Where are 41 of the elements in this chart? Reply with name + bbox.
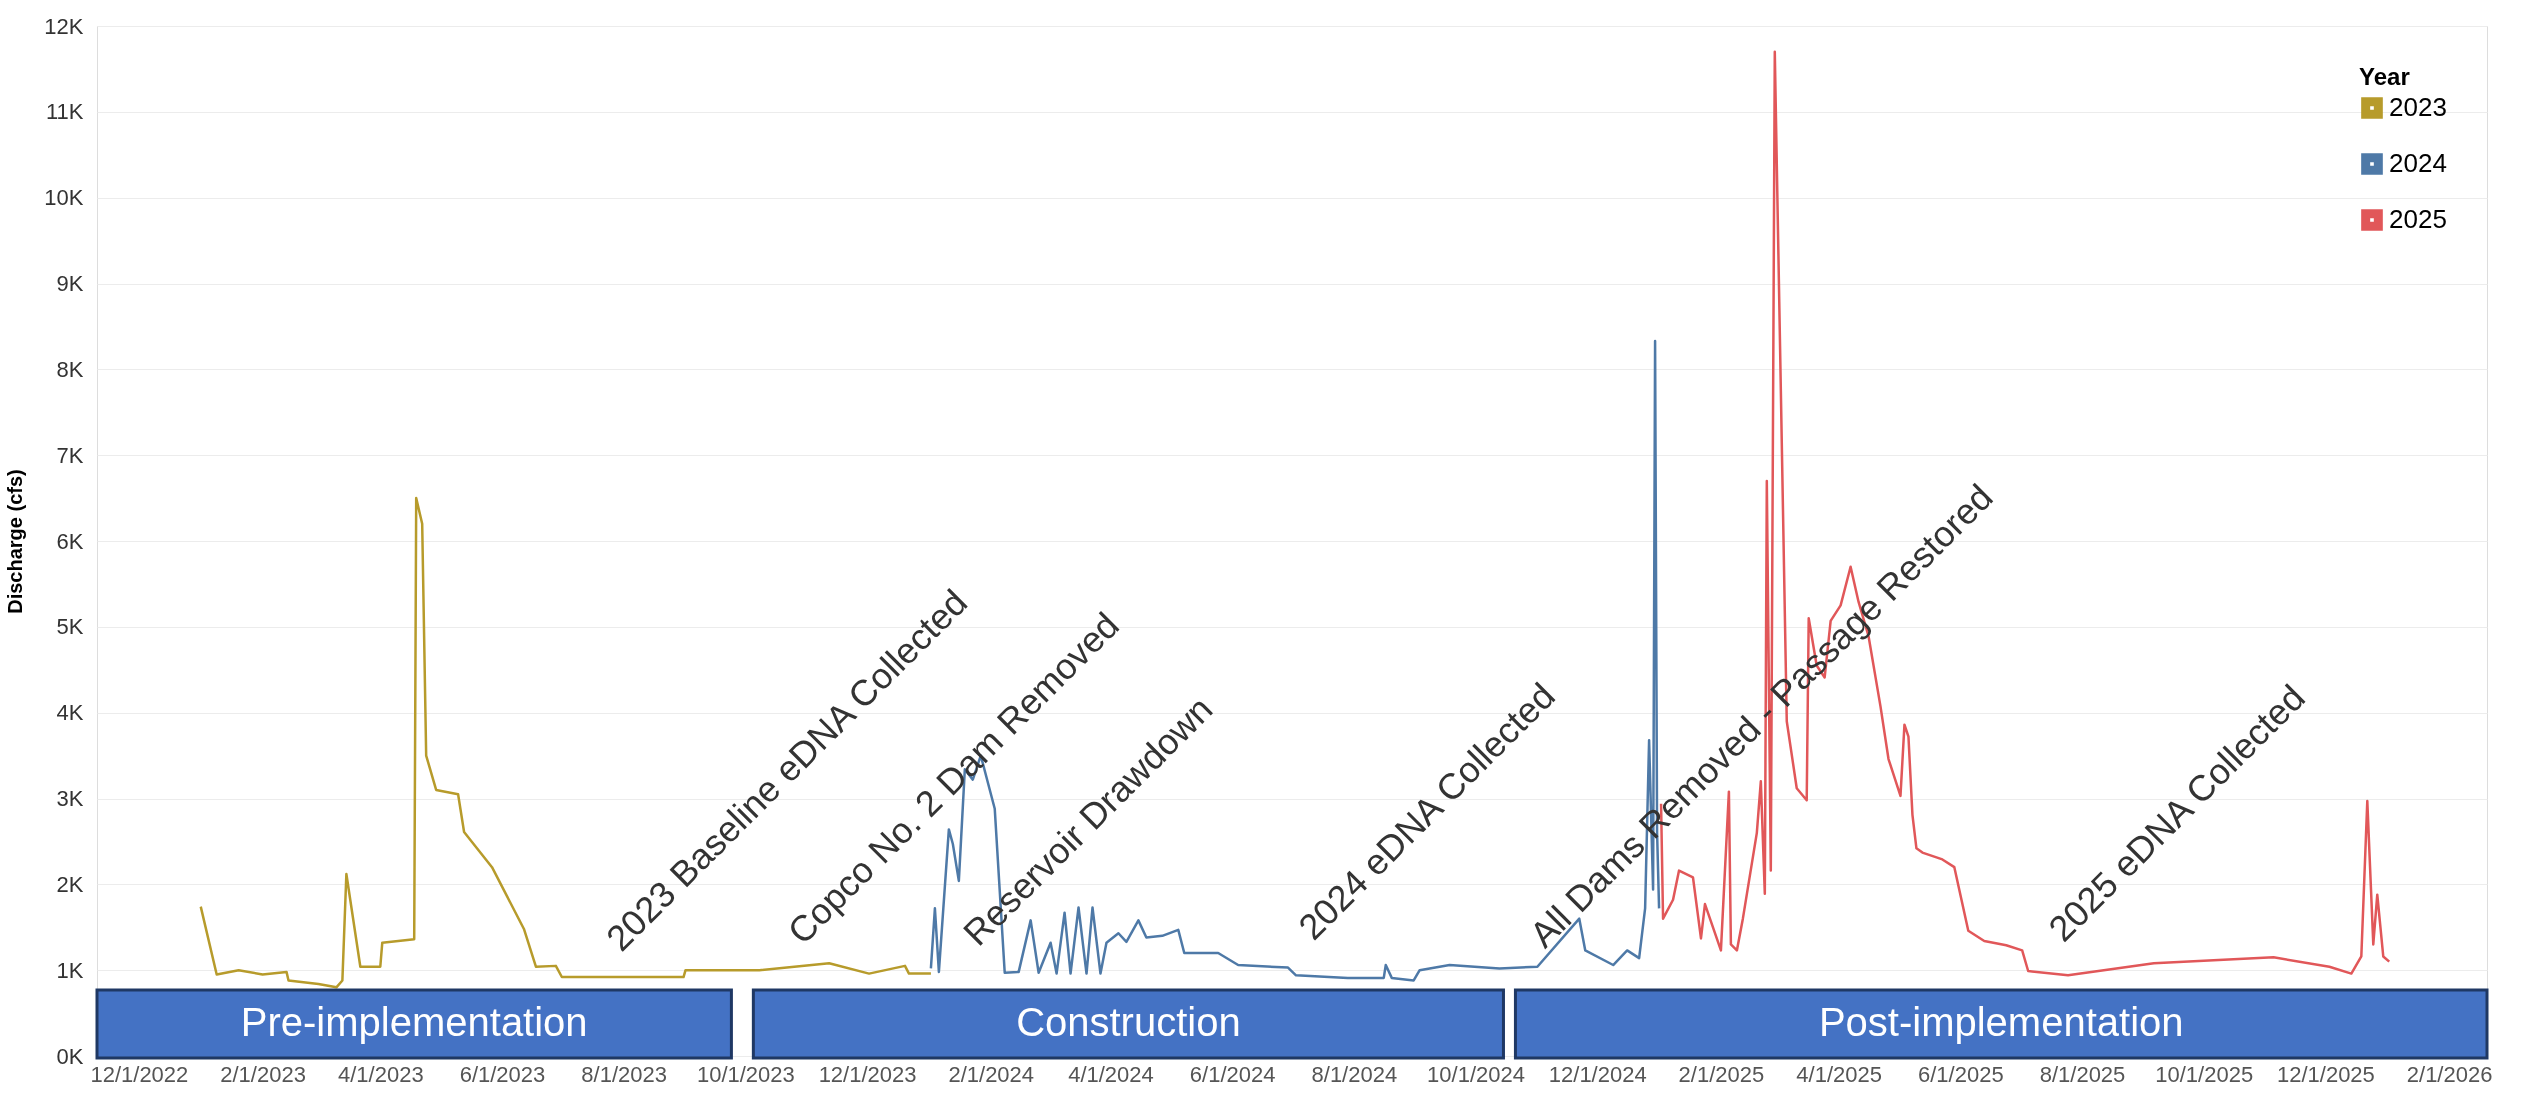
y-tick-label: 11K <box>45 99 84 125</box>
legend-label: 2024 <box>2389 148 2447 178</box>
x-tick-label: 2/1/2023 <box>220 1061 306 1087</box>
x-tick-label: 2/1/2025 <box>1678 1061 1765 1087</box>
x-tick-label: 4/1/2024 <box>1068 1061 1154 1087</box>
x-tick-label: 4/1/2023 <box>337 1061 424 1087</box>
x-tick-label: 12/1/2025 <box>2276 1061 2375 1087</box>
y-tick-label: 3K <box>56 786 84 811</box>
x-tick-label: 12/1/2023 <box>818 1061 917 1087</box>
y-axis-title: Discharge (cfs) <box>4 469 27 614</box>
y-tick-label: 2K <box>56 871 84 897</box>
legend-label: 2025 <box>2389 204 2447 234</box>
legend-title: Year <box>2359 63 2410 90</box>
y-tick-label: 0K <box>56 1043 84 1069</box>
y-tick-label: 1K <box>56 957 84 983</box>
x-tick-label: 10/1/2024 <box>1427 1061 1525 1087</box>
y-tick-label: 5K <box>56 614 84 640</box>
band-label: Construction <box>1016 1000 1241 1044</box>
x-tick-label: 6/1/2024 <box>1189 1061 1276 1087</box>
y-tick-label: 12K <box>44 13 84 39</box>
x-tick-label: 2/1/2024 <box>948 1061 1035 1087</box>
band-label: Pre-implementation <box>240 1000 588 1044</box>
x-tick-label: 10/1/2023 <box>696 1061 795 1087</box>
x-tick-label: 12/1/2022 <box>90 1061 189 1087</box>
x-tick-label: 8/1/2024 <box>1311 1061 1398 1087</box>
x-tick-label: 4/1/2025 <box>1796 1061 1882 1087</box>
y-tick-label: 10K <box>44 185 84 211</box>
x-tick-label: 2/1/2026 <box>2406 1061 2493 1087</box>
band-label: Post-implementation <box>1818 1000 2184 1044</box>
y-tick-label: 4K <box>56 700 84 726</box>
y-tick-label: 7K <box>56 442 84 468</box>
legend-label: 2023 <box>2389 92 2447 122</box>
x-tick-label: 8/1/2025 <box>2039 1061 2126 1087</box>
x-tick-label: 8/1/2023 <box>581 1061 667 1087</box>
x-tick-label: 6/1/2025 <box>1918 1061 2004 1087</box>
x-tick-label: 10/1/2025 <box>2155 1061 2254 1087</box>
y-tick-label: 6K <box>56 528 84 554</box>
x-tick-label: 12/1/2024 <box>1548 1061 1647 1087</box>
y-tick-label: 9K <box>56 271 84 296</box>
x-tick-label: 6/1/2023 <box>459 1061 546 1087</box>
y-tick-label: 8K <box>56 356 84 382</box>
